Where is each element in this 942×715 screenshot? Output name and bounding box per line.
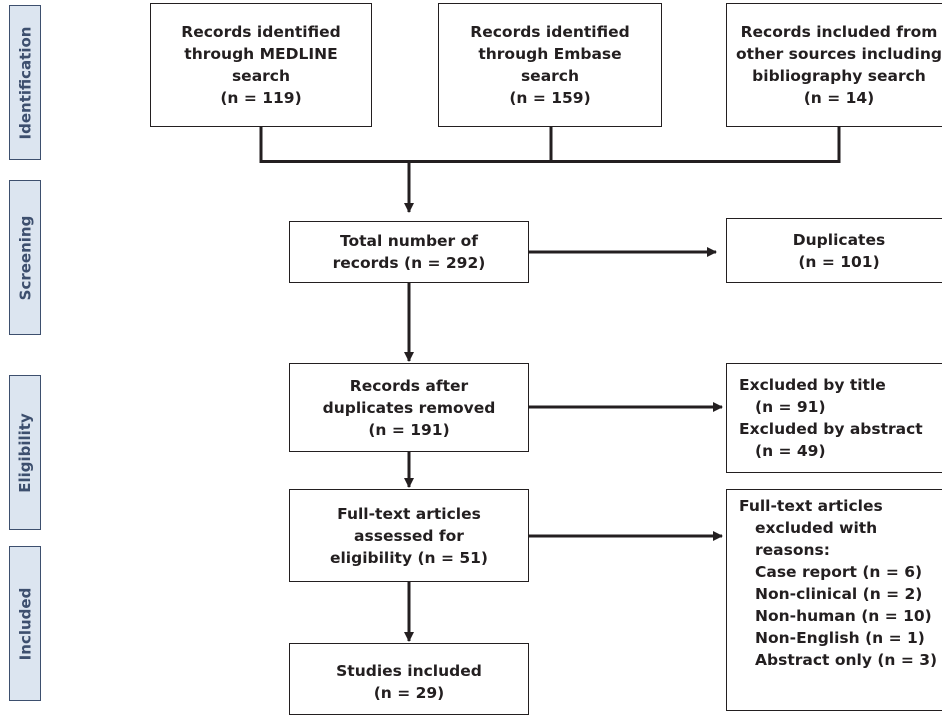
medline-line-1: Records identified (181, 23, 341, 41)
duplicates-line-1: Duplicates (792, 230, 886, 249)
box-excluded-title-abstract: Excluded by title (n = 91) Excluded by a… (726, 363, 942, 473)
reason-case-report: Case report (n = 6) (755, 563, 923, 581)
fulltext-line-2: assessed for (354, 526, 464, 545)
embase-line-1: Records identified (470, 23, 630, 41)
box-total-records: Total number of records (n = 292) (289, 221, 529, 283)
box-duplicates: Duplicates (n = 101) (726, 218, 942, 283)
box-studies-included: Studies included (n = 29) (289, 643, 529, 715)
box-fulltext-excluded: Full-text articles excluded with reasons… (726, 489, 942, 711)
studies-line-2: (n = 29) (373, 684, 445, 702)
excluded-abstract-label: Excluded by abstract (739, 420, 923, 438)
box-fulltext-assessed: Full-text articles assessed for eligibil… (289, 489, 529, 582)
reason-non-english: Non-English (n = 1) (755, 629, 925, 647)
other-line-1: Records included from (740, 23, 938, 41)
embase-line-4: (n = 159) (509, 89, 591, 107)
box-other-sources: Records included from other sources incl… (726, 3, 942, 127)
other-line-3: bibliography search (752, 67, 926, 85)
stage-eligibility: Eligibility (9, 375, 41, 530)
after-duplicates-line-3: (n = 191) (368, 420, 450, 439)
box-medline-records: Records identified through MEDLINE searc… (150, 3, 372, 127)
medline-line-2: through MEDLINE (184, 45, 338, 63)
embase-line-3: search (520, 67, 580, 85)
stage-included: Included (9, 546, 41, 701)
reason-abstract-only: Abstract only (n = 3) (755, 651, 938, 669)
studies-line-1: Studies included (336, 662, 482, 680)
after-duplicates-line-1: Records after (349, 376, 469, 395)
stage-identification: Identification (9, 5, 41, 160)
fulltext-excluded-line-3: reasons: (755, 541, 830, 559)
duplicates-line-2: (n = 101) (798, 252, 880, 271)
fulltext-line-1: Full-text articles (337, 504, 481, 523)
embase-line-2: through Embase (478, 45, 622, 63)
other-line-2: other sources including (736, 45, 942, 63)
other-line-4: (n = 14) (803, 89, 875, 107)
box-after-duplicates: Records after duplicates removed (n = 19… (289, 363, 529, 452)
medline-line-3: search (231, 67, 291, 85)
box-embase-records: Records identified through Embase search… (438, 3, 662, 127)
total-line-1: Total number of (339, 232, 478, 250)
reason-non-clinical: Non-clinical (n = 2) (755, 585, 923, 603)
total-line-2: records (n = 292) (332, 254, 486, 272)
reason-non-human: Non-human (n = 10) (755, 607, 932, 625)
fulltext-line-3: eligibility (n = 51) (329, 548, 489, 567)
excluded-title-count: (n = 91) (755, 398, 826, 416)
after-duplicates-line-2: duplicates removed (322, 398, 496, 417)
fulltext-excluded-line-1: Full-text articles (739, 497, 883, 515)
excluded-title-label: Excluded by title (739, 376, 886, 394)
medline-line-4: (n = 119) (220, 89, 302, 107)
excluded-abstract-count: (n = 49) (755, 442, 826, 460)
stage-screening: Screening (9, 180, 41, 335)
fulltext-excluded-line-2: excluded with (755, 519, 878, 537)
